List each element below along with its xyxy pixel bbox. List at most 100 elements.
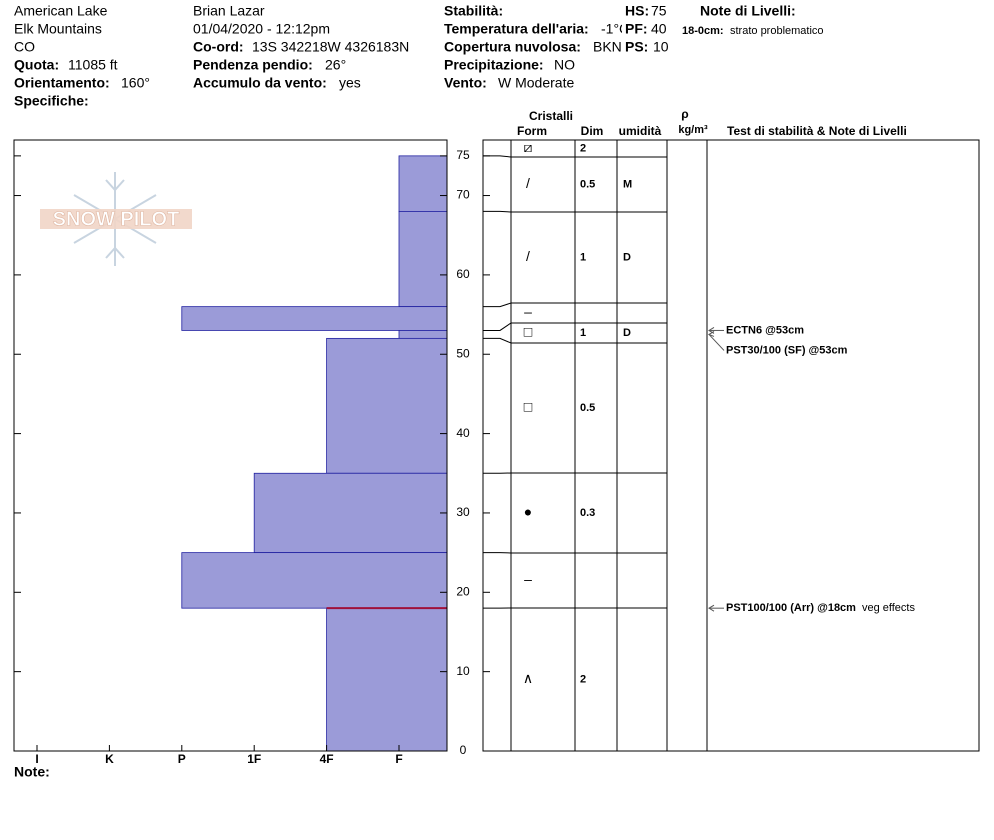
value: 160°: [121, 75, 150, 91]
value: BKN: [593, 39, 622, 55]
label: Note di Livelli:: [700, 3, 796, 19]
label: Orientamento:: [14, 75, 110, 91]
value: 40: [651, 21, 667, 37]
test-arrow: [708, 334, 725, 351]
y-tick-label: 10: [456, 664, 470, 678]
y-tick-label: 75: [456, 148, 470, 162]
y-tick-label: 70: [456, 188, 470, 202]
grain-size: 0.3: [580, 507, 595, 519]
hardness-bar: [398, 211, 448, 308]
y-tick-label: 50: [456, 346, 470, 360]
x-tick-label: 1F: [247, 752, 261, 766]
value: 26°: [325, 57, 346, 73]
label: Stabilità:: [444, 3, 503, 19]
label: Quota:: [14, 57, 59, 73]
grain-size: 2: [580, 142, 586, 154]
layer-connector: [483, 322, 667, 331]
layer-connector: [483, 302, 667, 308]
datetime: 01/04/2020 - 12:12pm: [193, 21, 330, 37]
grain-size: 1: [580, 251, 586, 263]
grain-form: ⧄: [524, 139, 533, 155]
label: Accumulo da vento:: [193, 75, 327, 91]
value: 11085 ft: [68, 57, 118, 73]
value: 13S 342218W 4326183N: [252, 39, 409, 55]
state: CO: [14, 39, 35, 55]
logo-band: [40, 209, 192, 229]
test-result: PST100/100 (Arr) @18cm: [726, 602, 856, 614]
label: Specifiche:: [14, 93, 89, 109]
table-header: umidità: [619, 124, 662, 138]
hardness-bar: [181, 306, 448, 331]
table-header: ρ: [681, 107, 688, 121]
y-tick-label: 20: [456, 584, 470, 598]
hardness-bar: [181, 552, 448, 609]
table-header: Cristalli: [529, 109, 573, 123]
label: Vento:: [444, 75, 487, 91]
grain-moisture: D: [623, 251, 631, 263]
grain-size: 0.5: [580, 402, 595, 414]
hardness-bar: [253, 472, 448, 554]
value: 75: [651, 3, 667, 19]
arrow-head: [707, 331, 715, 337]
x-tick-label: 4F: [320, 752, 334, 766]
grain-size: 1: [580, 327, 586, 339]
table-header: kg/m³: [678, 124, 708, 136]
mask: [622, 22, 630, 38]
note-range: 18-0cm:: [682, 25, 724, 37]
label: Copertura nuvolosa:: [444, 39, 581, 55]
label: PF:: [625, 21, 648, 37]
value: yes: [339, 75, 361, 91]
logo-text: SNOW PILOT: [53, 208, 180, 230]
hardness-bar: [398, 155, 448, 212]
layer-connector: [483, 337, 667, 344]
value: NO: [554, 57, 575, 73]
layer-connector: [483, 210, 667, 213]
y-tick-label: 40: [456, 426, 470, 440]
location: American Lake: [14, 3, 108, 19]
label: HS:: [625, 3, 649, 19]
value: 10: [653, 39, 669, 55]
table-header: Dim: [581, 124, 604, 138]
hardness-bar: [326, 607, 448, 752]
grain-moisture: D: [623, 327, 631, 339]
table-header: Test di stabilità & Note di Livelli: [727, 124, 907, 138]
observer: Brian Lazar: [193, 3, 265, 19]
test-result: PST30/100 (SF) @53cm: [726, 344, 848, 356]
grain-form: ∧: [523, 670, 533, 686]
grain-form: ●: [524, 504, 532, 520]
y-tick-label: 60: [456, 267, 470, 281]
range: Elk Mountains: [14, 21, 102, 37]
grain-form: /: [526, 175, 530, 191]
test-result: ECTN6 @53cm: [726, 324, 804, 336]
label: Precipitazione:: [444, 57, 544, 73]
note-text: strato problematico: [730, 25, 824, 37]
layer-connector: [483, 155, 667, 158]
grain-form: □: [524, 399, 533, 415]
notes-label: Note:: [14, 764, 50, 780]
arrow-head: [708, 604, 715, 612]
grain-form: –: [524, 304, 532, 320]
plot-frame: [13, 139, 448, 752]
grain-form: –: [524, 571, 532, 587]
grain-size: 0.5: [580, 178, 595, 190]
hardness-bar: [398, 330, 448, 339]
label: PS:: [625, 39, 648, 55]
x-tick-label: F: [395, 752, 402, 766]
grain-form: □: [524, 324, 533, 340]
table-frame: [482, 139, 980, 752]
test-comment: veg effects: [862, 602, 915, 614]
label: Pendenza pendio:: [193, 57, 313, 73]
grain-size: 2: [580, 673, 586, 685]
y-tick-label: 0: [460, 743, 467, 757]
label: Co-ord:: [193, 39, 244, 55]
label: Temperatura dell'aria:: [444, 21, 589, 37]
x-tick-label: K: [105, 752, 114, 766]
value: W Moderate: [498, 75, 574, 91]
x-tick-label: I: [35, 752, 38, 766]
table-header: Form: [517, 124, 547, 138]
y-tick-label: 30: [456, 505, 470, 519]
grain-form: /: [526, 248, 530, 264]
x-tick-label: P: [178, 752, 186, 766]
hardness-bar: [326, 337, 448, 474]
